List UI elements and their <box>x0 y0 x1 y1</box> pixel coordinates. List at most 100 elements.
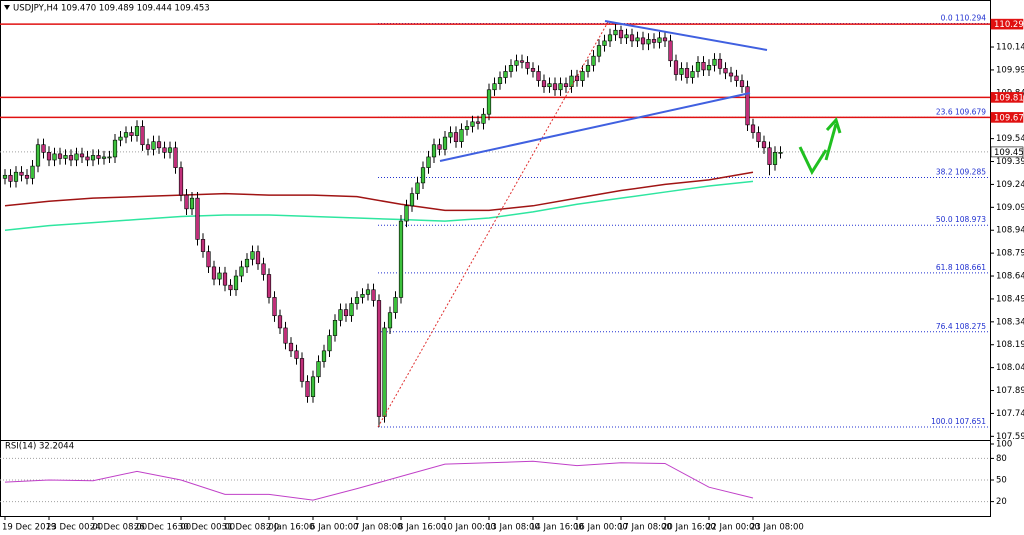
x-tick-label: 30 Dec 00:00 <box>178 523 235 533</box>
x-tick-label: 8 Jan 16:00 <box>398 523 446 533</box>
candle-body <box>723 68 728 74</box>
x-tick-label: 22 Jan 00:00 <box>706 523 760 533</box>
candle-body <box>156 141 162 149</box>
moving-average <box>4 180 754 231</box>
y-tick-label: 109.240 <box>996 180 1024 190</box>
trend-line <box>439 92 751 162</box>
candle-body <box>508 65 514 72</box>
candle-body <box>668 40 673 62</box>
candle-body <box>255 251 261 265</box>
rsi-tick-label: 50 <box>996 476 1007 486</box>
candle-body <box>481 113 486 124</box>
candle-body <box>552 83 558 91</box>
candle-body <box>184 194 189 210</box>
candle-body <box>272 297 277 317</box>
menu-icon <box>4 5 10 10</box>
candle-body <box>712 58 717 66</box>
trend-line <box>604 20 768 51</box>
candle-body <box>217 272 222 280</box>
candle-body <box>35 144 41 167</box>
candle-body <box>739 80 745 88</box>
candle-body <box>365 289 371 295</box>
candle-body <box>679 68 684 75</box>
drawings <box>377 20 842 428</box>
y-tick-label: 108.190 <box>996 340 1024 350</box>
candle-body <box>167 147 173 153</box>
fib-label: 100.0 107.651 <box>931 417 986 426</box>
candle-body <box>701 61 706 71</box>
candle-body <box>404 205 409 222</box>
candle-body <box>607 34 613 42</box>
candle-body <box>690 71 695 78</box>
candle-body <box>129 132 134 136</box>
candle-body <box>646 39 651 45</box>
candle-body <box>13 171 19 182</box>
candle-body <box>123 132 129 138</box>
candle-body <box>283 327 288 344</box>
candle-body <box>569 75 574 88</box>
x-tick-label: 19 Dec 2019 <box>2 523 56 533</box>
candle-body <box>250 251 255 260</box>
fib-label: 23.6 109.679 <box>936 107 986 116</box>
candle-body <box>261 263 266 275</box>
candle-body <box>459 129 464 142</box>
x-tick-label: 6 Jan 00:00 <box>310 523 358 533</box>
price-box-label: 109.810 <box>994 93 1024 103</box>
rsi-panel <box>0 440 991 517</box>
candle-body <box>695 61 701 72</box>
price-box-label: 110.290 <box>994 20 1024 30</box>
price-box-label: 109.453 <box>994 148 1024 158</box>
candle-body <box>530 68 536 72</box>
candle-body <box>228 284 233 291</box>
candle-body <box>294 350 299 359</box>
candle-body <box>79 153 85 158</box>
x-tick-label: 31 Dec 08:00 <box>222 523 279 533</box>
candle-body <box>442 136 448 150</box>
chart-title: USDJPY,H4 109.470 109.489 109.444 109.45… <box>13 4 210 14</box>
candle-body <box>101 156 107 159</box>
candle-body <box>24 174 30 179</box>
candle-body <box>486 89 492 115</box>
candle-body <box>596 45 602 57</box>
x-tick-label: 23 Dec 00:00 <box>46 523 103 533</box>
candle-body <box>420 167 426 184</box>
candle-body <box>376 300 382 417</box>
candle-body <box>41 144 46 153</box>
candle-body <box>360 294 365 298</box>
y-tick-label: 108.790 <box>996 249 1024 259</box>
candle-body <box>134 126 140 136</box>
candle-body <box>426 156 431 168</box>
candle-body <box>244 258 250 268</box>
y-tick-label: 108.040 <box>996 363 1024 373</box>
candle-body <box>327 335 332 352</box>
rsi-title: RSI(14) 32.2044 <box>5 442 74 452</box>
y-tick-label: 107.740 <box>996 409 1024 419</box>
fib-label: 0.0 110.294 <box>941 14 987 23</box>
y-tick-label: 108.490 <box>996 294 1024 304</box>
candle-body <box>706 65 712 71</box>
candle-body <box>745 86 750 126</box>
candle-body <box>310 376 316 397</box>
candle-body <box>68 155 74 161</box>
candle-body <box>63 155 68 159</box>
candle-body <box>338 309 343 321</box>
candle-body <box>151 141 156 150</box>
fib-label: 61.8 108.661 <box>936 263 986 272</box>
candle-body <box>112 139 118 158</box>
candle-body <box>74 153 79 161</box>
moving-average <box>4 171 754 212</box>
candle-body <box>558 83 563 91</box>
candle-body <box>613 29 618 36</box>
candle-body <box>563 83 569 88</box>
candle-body <box>618 29 624 39</box>
candle-body <box>354 297 360 304</box>
x-tick-label: 2 Jan 16:00 <box>266 523 314 533</box>
candle-body <box>200 239 206 252</box>
rsi-line <box>4 460 754 501</box>
candle-body <box>195 197 200 240</box>
candle-body <box>305 381 310 397</box>
candle-body <box>8 174 13 182</box>
candle-body <box>750 124 756 133</box>
